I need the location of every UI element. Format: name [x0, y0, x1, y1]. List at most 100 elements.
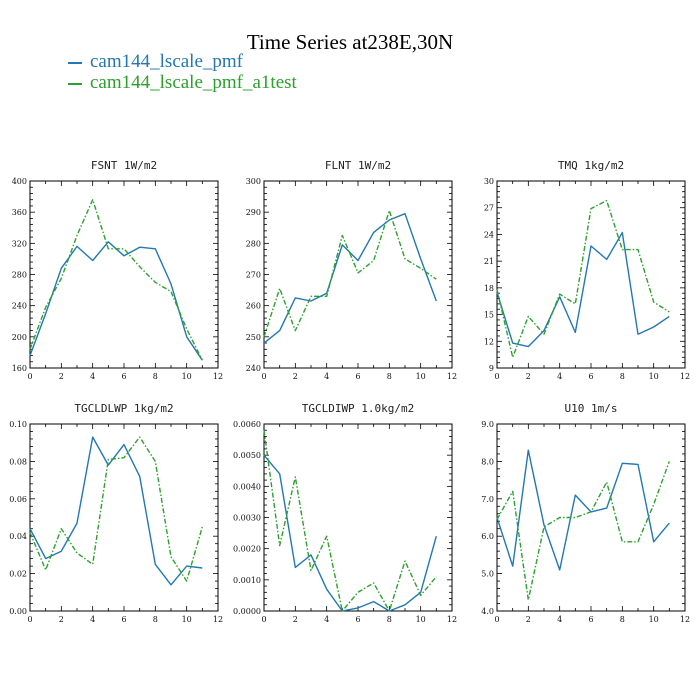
panel-1-frame	[29, 180, 219, 369]
panel-6-ytick-label: 9.0	[481, 420, 494, 429]
panel-2-xtick-label: 6	[355, 372, 360, 381]
panel-5-xtick-label: 6	[355, 615, 360, 624]
panel-2-xtick-label: 12	[447, 372, 457, 381]
panel-1-xtick-label: 6	[121, 372, 126, 381]
panel-3-ytick-label: 24	[484, 230, 494, 239]
panel-5-title: TGCLDIWP 1.0kg/m2	[302, 402, 415, 415]
panel-1-ytick-label: 160	[12, 364, 27, 373]
panel-6-xtick-label: 10	[649, 615, 659, 624]
panel-5-xtick-label: 8	[387, 615, 392, 624]
panel-4-xtick-label: 2	[59, 615, 64, 624]
panel-5-xtick-label: 0	[261, 615, 266, 624]
panel-3-xtick-label: 6	[588, 372, 593, 381]
panel-2-ytick-label: 300	[246, 177, 261, 186]
panel-4-ytick-label: 0.10	[9, 420, 27, 429]
panel-3-xtick-label: 8	[620, 372, 625, 381]
panel-2-xtick-label: 0	[261, 372, 266, 381]
panel-4-ytick-label: 0.00	[9, 607, 27, 616]
panel-6-series-1-line	[496, 449, 670, 571]
panel-6-xtick-label: 6	[588, 615, 593, 624]
panel-5-xtick-label: 2	[293, 615, 298, 624]
panel-1-ytick-label: 360	[12, 208, 27, 217]
panel-5-ytick-label: 0.0000	[233, 607, 261, 616]
panel-5-series-2-line	[263, 430, 437, 612]
panel-4-xtick-label: 10	[182, 615, 192, 624]
panel-6-title: U10 1m/s	[565, 402, 618, 415]
panel-6-xtick-label: 12	[680, 615, 690, 624]
panel-1-xtick-label: 0	[27, 372, 32, 381]
panel-1-series-2-line	[29, 198, 203, 361]
panel-1-xtick-label: 8	[153, 372, 158, 381]
panel-6-ytick-label: 6.0	[481, 532, 494, 541]
panel-6-ytick-label: 5.0	[481, 570, 494, 579]
panel-2-xtick-label: 8	[387, 372, 392, 381]
panel-3-series-1-line	[496, 231, 670, 348]
panel-3-ytick-label: 21	[484, 257, 494, 266]
panel-2-ytick-label: 280	[246, 239, 261, 248]
panel-1-ytick-label: 200	[12, 333, 27, 342]
panel-1-ytick-label: 240	[12, 302, 27, 311]
panel-4-ytick-label: 0.08	[9, 457, 27, 466]
panel-5-xtick-label: 12	[447, 615, 457, 624]
panel-5-ytick-label: 0.0010	[233, 576, 261, 585]
legend-label-series-1: cam144_lscale_pmf	[90, 51, 244, 72]
panel-2-title: FLNT 1W/m2	[325, 159, 391, 172]
panel-3-xtick-label: 10	[649, 372, 659, 381]
panel-1-xtick-label: 4	[90, 372, 95, 381]
panel-2-series-2-line	[263, 209, 437, 338]
panel-2-xtick-label: 2	[293, 372, 298, 381]
panel-5-xtick-label: 10	[416, 615, 426, 624]
legend-entry-series-2: cam144_lscale_pmf_a1test	[68, 72, 297, 94]
panel-6-xtick-label: 2	[526, 615, 531, 624]
panel-1-xtick-label: 10	[182, 372, 192, 381]
panel-5-ytick-label: 0.0060	[233, 420, 261, 429]
panel-6-ytick-label: 8.0	[481, 457, 494, 466]
panel-5-ytick-label: 0.0020	[233, 545, 261, 554]
panel-3-ytick-label: 9	[489, 364, 494, 373]
panel-6-ytick-label: 4.0	[481, 607, 494, 616]
panel-6-ytick-label: 7.0	[481, 495, 494, 504]
panel-2-xtick-label: 10	[416, 372, 426, 381]
panel-1-series-1-line	[29, 241, 203, 361]
panel-3-series-2-line	[496, 199, 670, 358]
panel-2-ytick-label: 240	[246, 364, 261, 373]
panel-3-title: TMQ 1kg/m2	[558, 159, 624, 172]
panel-5-ytick-label: 0.0030	[233, 514, 261, 523]
panel-2-ytick-label: 250	[246, 333, 261, 342]
panel-2-ytick-label: 260	[246, 302, 261, 311]
panel-4-title: TGCLDLWP 1kg/m2	[74, 402, 173, 415]
panel-3-ytick-label: 30	[484, 177, 494, 186]
panel-2-xtick-label: 4	[324, 372, 329, 381]
panel-3-ytick-label: 15	[484, 311, 494, 320]
panel-3-xtick-label: 0	[494, 372, 499, 381]
panel-3-ytick-label: 12	[484, 337, 494, 346]
panel-2-ytick-label: 270	[246, 271, 261, 280]
panel-4-frame	[29, 423, 219, 612]
panel-1-xtick-label: 2	[59, 372, 64, 381]
panel-4-xtick-label: 8	[153, 615, 158, 624]
panel-4-xtick-label: 12	[213, 615, 223, 624]
panel-5-xtick-label: 4	[324, 615, 329, 624]
legend-label-series-2: cam144_lscale_pmf_a1test	[90, 72, 297, 93]
panel-4-ytick-label: 0.02	[9, 570, 27, 579]
panel-3-xtick-label: 12	[680, 372, 690, 381]
panel-1-ytick-label: 320	[12, 239, 27, 248]
panel-4-xtick-label: 4	[90, 615, 95, 624]
panel-1-xtick-label: 12	[213, 372, 223, 381]
panel-5-ytick-label: 0.0050	[233, 451, 261, 460]
panel-3-xtick-label: 2	[526, 372, 531, 381]
panel-1-title: FSNT 1W/m2	[91, 159, 157, 172]
panel-4-xtick-label: 6	[121, 615, 126, 624]
panel-1-ytick-label: 280	[12, 271, 27, 280]
panel-6-frame	[496, 423, 686, 612]
panel-6-series-2-line	[496, 461, 670, 601]
panel-6-xtick-label: 8	[620, 615, 625, 624]
panel-3-ytick-label: 18	[484, 284, 494, 293]
panel-1-ytick-label: 400	[12, 177, 27, 186]
chart-main-title: Time Series at238E,30N	[246, 30, 454, 54]
panel-2-frame	[263, 180, 453, 369]
panel-6-xtick-label: 4	[557, 615, 562, 624]
panel-4-series-1-line	[29, 436, 203, 586]
panel-2-series-1-line	[263, 212, 437, 344]
